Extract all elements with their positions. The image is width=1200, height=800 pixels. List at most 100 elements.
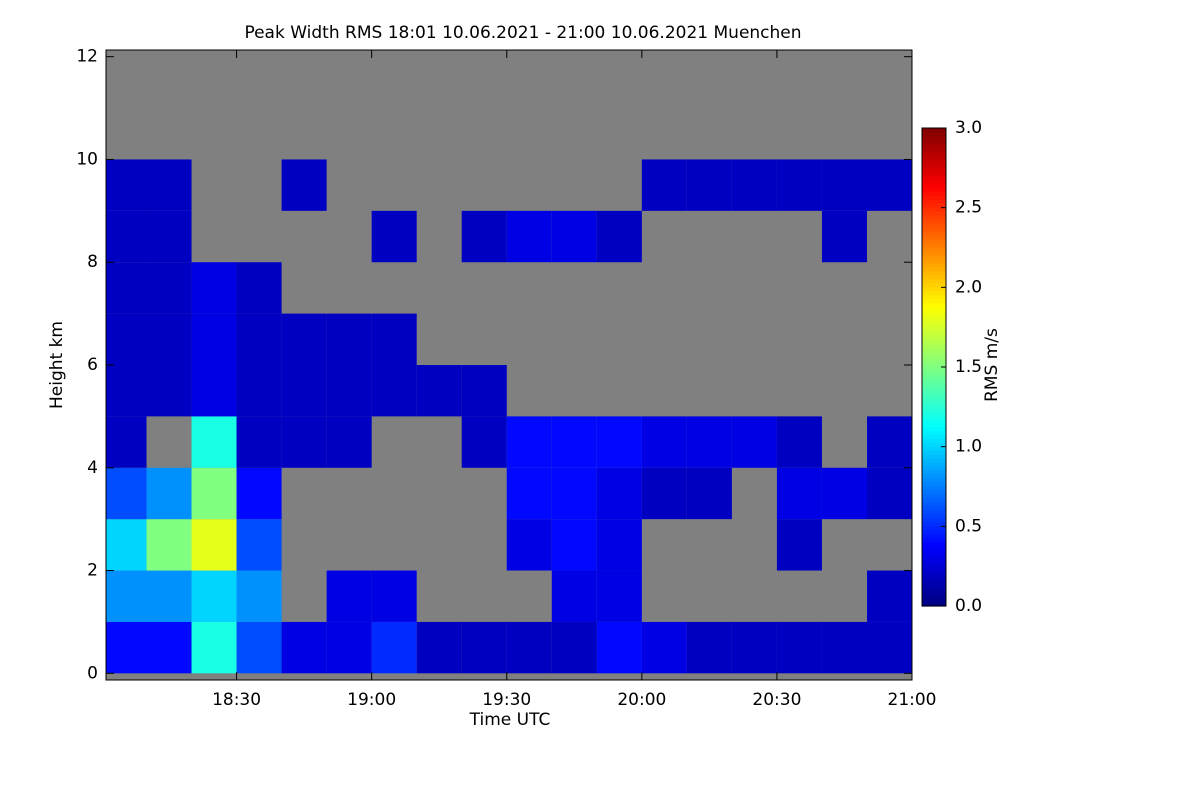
- colorbar-segment: [922, 155, 946, 161]
- colorbar-segment: [922, 147, 946, 153]
- heatmap-cell: [596, 570, 642, 622]
- heatmap-cell: [371, 365, 417, 417]
- heatmap-cell: [236, 262, 282, 314]
- heatmap-cell: [641, 467, 687, 520]
- colorbar-segment: [922, 446, 946, 452]
- colorbar-segment: [922, 199, 946, 205]
- colorbar-segment: [922, 390, 946, 396]
- colorbar-segment: [922, 291, 946, 296]
- colorbar-segment: [922, 518, 946, 523]
- colorbar-segment: [922, 323, 946, 328]
- colorbar-segment: [922, 367, 946, 372]
- colorbar-segment: [922, 502, 946, 508]
- colorbar-segment: [922, 490, 946, 496]
- heatmap-cell: [106, 210, 147, 263]
- colorbar-tick-label: 0.5: [955, 516, 982, 536]
- heatmap-cell: [326, 621, 372, 674]
- heatmap-cell: [371, 210, 417, 263]
- colorbar-segment: [922, 526, 946, 531]
- heatmap-cell: [106, 621, 147, 674]
- heatmap-cell: [146, 262, 192, 314]
- heatmap-cell: [191, 365, 237, 417]
- heatmap-cell: [191, 621, 237, 674]
- x-tick-label: 19:00: [347, 690, 396, 710]
- heatmap-cell: [146, 467, 192, 520]
- heatmap-cell: [596, 210, 642, 263]
- x-tick-label: 20:30: [752, 690, 801, 710]
- colorbar-segment: [922, 598, 946, 603]
- colorbar-segment: [922, 494, 946, 500]
- x-tick-label: 19:30: [482, 690, 531, 710]
- heatmap-cell: [641, 416, 687, 468]
- colorbar-segment: [922, 378, 946, 384]
- heatmap-cell: [461, 210, 507, 263]
- colorbar-segment: [922, 259, 946, 265]
- colorbar-segment: [922, 558, 946, 563]
- colorbar-segment: [922, 363, 946, 368]
- colorbar-segment: [922, 239, 946, 245]
- heatmap-cell: [731, 416, 777, 468]
- y-tick-label: 4: [87, 458, 98, 478]
- colorbar-segment: [922, 331, 946, 336]
- heatmap-cell: [506, 210, 552, 263]
- heatmap-cell: [686, 467, 732, 520]
- heatmap-cell: [146, 313, 192, 365]
- colorbar-segment: [922, 402, 946, 408]
- heatmap-cell: [461, 365, 507, 417]
- heatmap-cell: [551, 621, 597, 674]
- colorbar-segment: [922, 562, 946, 567]
- colorbar-segment: [922, 382, 946, 388]
- colorbar-segment: [922, 486, 946, 492]
- heatmap-cell: [371, 313, 417, 365]
- heatmap-cell: [236, 365, 282, 417]
- colorbar-segment: [922, 195, 946, 201]
- heatmap-cell: [146, 365, 192, 417]
- colorbar-segment: [922, 414, 946, 420]
- heatmap-cell: [106, 416, 147, 468]
- heatmap-cell: [866, 159, 912, 211]
- heatmap-cell: [866, 570, 912, 622]
- colorbar-segment: [922, 307, 946, 312]
- y-tick-label: 10: [76, 149, 98, 169]
- heatmap-cell: [686, 621, 732, 674]
- colorbar-segment: [922, 287, 946, 292]
- colorbar-segment: [922, 398, 946, 404]
- heatmap-cell: [146, 621, 192, 674]
- colorbar-segment: [922, 430, 946, 436]
- colorbar-segment: [922, 319, 946, 324]
- colorbar-segment: [922, 339, 946, 344]
- heatmap-cell: [596, 467, 642, 520]
- colorbar-segment: [922, 267, 946, 272]
- heatmap-cell: [506, 519, 552, 571]
- colorbar-segment: [922, 538, 946, 543]
- colorbar-segment: [922, 243, 946, 249]
- colorbar-segment: [922, 235, 946, 241]
- colorbar-segment: [922, 247, 946, 253]
- colorbar-segment: [922, 167, 946, 173]
- heatmap-cell: [776, 416, 822, 468]
- colorbar-segment: [922, 586, 946, 591]
- colorbar-segment: [922, 191, 946, 197]
- x-tick-label: 21:00: [888, 690, 937, 710]
- heatmap-cell: [776, 467, 822, 520]
- colorbar-segment: [922, 187, 946, 193]
- heatmap-cell: [416, 365, 462, 417]
- heatmap-cell: [281, 365, 327, 417]
- colorbar-segment: [922, 263, 946, 269]
- heatmap-cell: [106, 519, 147, 571]
- colorbar-segment: [922, 426, 946, 432]
- x-axis-label: Time UTC: [469, 710, 551, 730]
- colorbar-tick-label: 2.0: [955, 277, 982, 297]
- heatmap-cell: [146, 519, 192, 571]
- heatmap-cell: [551, 210, 597, 263]
- colorbar-segment: [922, 159, 946, 165]
- colorbar-segment: [922, 327, 946, 332]
- colorbar-segment: [922, 255, 946, 261]
- colorbar-segment: [922, 530, 946, 535]
- colorbar-segment: [922, 351, 946, 356]
- y-tick-label: 0: [87, 663, 98, 683]
- colorbar-segment: [922, 566, 946, 571]
- colorbar-segment: [922, 594, 946, 599]
- heatmap-cell: [461, 416, 507, 468]
- heatmap-cell: [461, 621, 507, 674]
